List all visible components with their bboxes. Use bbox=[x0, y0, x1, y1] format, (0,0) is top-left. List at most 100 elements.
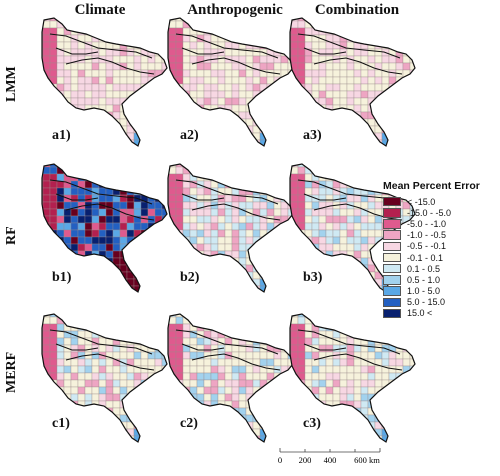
legend-item: 0.5 - 1.0 bbox=[383, 274, 500, 285]
column-title-climate: Climate bbox=[74, 2, 126, 18]
legend-swatch bbox=[383, 297, 401, 308]
watershed-map bbox=[167, 17, 294, 147]
legend-item: -0.1 - 0.1 bbox=[383, 252, 500, 263]
legend-swatch bbox=[383, 208, 401, 218]
column-title-anthropogenic: Anthropogenic bbox=[187, 2, 283, 18]
region-outline bbox=[41, 313, 168, 443]
legend-swatch bbox=[383, 286, 401, 296]
panel-label: c2) bbox=[180, 416, 198, 431]
basin-boundary bbox=[191, 353, 281, 371]
legend-item: 5.0 - 15.0 bbox=[383, 297, 500, 308]
scale-tick-0: 0 bbox=[278, 455, 282, 465]
panel-label: a3) bbox=[303, 128, 322, 143]
basin-boundary bbox=[55, 47, 99, 55]
region-outline bbox=[167, 313, 294, 443]
panel-label: a1) bbox=[52, 128, 71, 143]
region-outline bbox=[167, 163, 294, 293]
basin-boundary bbox=[49, 33, 153, 59]
legend-swatch bbox=[383, 219, 401, 229]
panel-label: c3) bbox=[303, 416, 321, 431]
panel-label: a2) bbox=[180, 128, 199, 143]
basin-boundary bbox=[181, 343, 225, 351]
legend-label: -5.0 - -1.0 bbox=[407, 218, 447, 229]
legend-label: 1.0 - 5.0 bbox=[407, 286, 441, 297]
legend-label: 0.1 - 0.5 bbox=[407, 263, 441, 274]
basin-boundary bbox=[65, 353, 155, 371]
basin-boundary bbox=[191, 57, 281, 75]
basin-boundary bbox=[313, 203, 403, 221]
legend-label: 0.5 - 1.0 bbox=[407, 274, 441, 285]
basin-boundary bbox=[303, 193, 347, 201]
watershed-map bbox=[41, 17, 168, 147]
region-outline bbox=[289, 313, 416, 443]
legend-entries: < -15.0 -15.0 - -5.0 -5.0 - -1.0 -1.0 - -0.… bbox=[383, 196, 500, 319]
basin-boundary bbox=[49, 329, 153, 355]
basin-boundary bbox=[55, 343, 99, 351]
legend-label: < -15.0 bbox=[407, 196, 436, 207]
basin-boundary bbox=[181, 47, 225, 55]
map-panel-b1 bbox=[36, 160, 186, 300]
basin-boundary bbox=[175, 329, 279, 355]
watershed-map bbox=[41, 163, 168, 293]
basin-boundary bbox=[175, 179, 279, 205]
panel-label: b2) bbox=[180, 270, 200, 285]
basin-boundary bbox=[313, 57, 403, 75]
basin-boundary bbox=[65, 57, 155, 75]
region-outline bbox=[289, 17, 416, 147]
region-outline bbox=[289, 163, 416, 293]
legend-label: -1.0 - -0.5 bbox=[407, 230, 447, 241]
legend-item: < -15.0 bbox=[383, 196, 500, 207]
row-title-rf: RF bbox=[4, 226, 19, 245]
panel-label: b1) bbox=[52, 270, 72, 285]
basin-boundary bbox=[49, 179, 153, 205]
watershed-map bbox=[289, 17, 416, 147]
scale-tick-200: 200 bbox=[299, 455, 312, 465]
basin-boundary bbox=[303, 343, 347, 351]
basin-boundary bbox=[181, 193, 225, 201]
legend-swatch bbox=[383, 230, 401, 240]
panel-label: b3) bbox=[303, 270, 323, 285]
legend: Mean Percent Error < -15.0 -15.0 - -5.0 -5… bbox=[383, 180, 500, 319]
watershed-map bbox=[167, 313, 294, 443]
legend-label: -15.0 - -5.0 bbox=[407, 207, 452, 218]
legend-item: 1.0 - 5.0 bbox=[383, 286, 500, 297]
legend-label: 15.0 < bbox=[407, 308, 433, 319]
legend-label: 5.0 - 15.0 bbox=[407, 297, 446, 308]
legend-swatch bbox=[383, 252, 401, 263]
legend-swatch bbox=[383, 308, 401, 319]
region-outline bbox=[167, 17, 294, 147]
legend-title: Mean Percent Error bbox=[383, 180, 480, 192]
basin-boundary bbox=[297, 329, 401, 355]
watershed-map bbox=[41, 313, 168, 443]
map-panel-c2 bbox=[162, 310, 312, 450]
basin-boundary bbox=[297, 33, 401, 59]
map-panel-c3 bbox=[284, 310, 434, 450]
row-title-lmm: LMM bbox=[4, 66, 19, 102]
region-outline bbox=[41, 163, 168, 293]
scale-tick-400: 400 bbox=[324, 455, 337, 465]
watershed-map bbox=[289, 313, 416, 443]
map-panel-a2 bbox=[162, 14, 312, 154]
legend-item: 15.0 < bbox=[383, 308, 500, 319]
row-title-merf: MERF bbox=[4, 351, 19, 393]
basin-boundary bbox=[65, 203, 155, 221]
panel-label: c1) bbox=[52, 416, 70, 431]
map-panel-c1 bbox=[36, 310, 186, 450]
legend-label: -0.5 - -0.1 bbox=[407, 241, 447, 252]
basin-boundary bbox=[175, 33, 279, 59]
legend-swatch bbox=[383, 241, 401, 252]
map-panel-a1 bbox=[36, 14, 186, 154]
legend-item: -15.0 - -5.0 bbox=[383, 207, 500, 218]
scale-tick-600-km: 600 km bbox=[354, 455, 380, 465]
legend-item: -1.0 - -0.5 bbox=[383, 230, 500, 241]
legend-item: 0.1 - 0.5 bbox=[383, 263, 500, 274]
watershed-map bbox=[167, 163, 294, 293]
legend-swatch bbox=[383, 263, 401, 274]
column-title-combination: Combination bbox=[314, 2, 400, 18]
map-panel-b2 bbox=[162, 160, 312, 300]
basin-boundary bbox=[191, 203, 281, 221]
basin-boundary bbox=[55, 193, 99, 201]
legend-swatch bbox=[383, 275, 401, 285]
legend-item: -5.0 - -1.0 bbox=[383, 218, 500, 229]
legend-swatch bbox=[383, 196, 401, 207]
